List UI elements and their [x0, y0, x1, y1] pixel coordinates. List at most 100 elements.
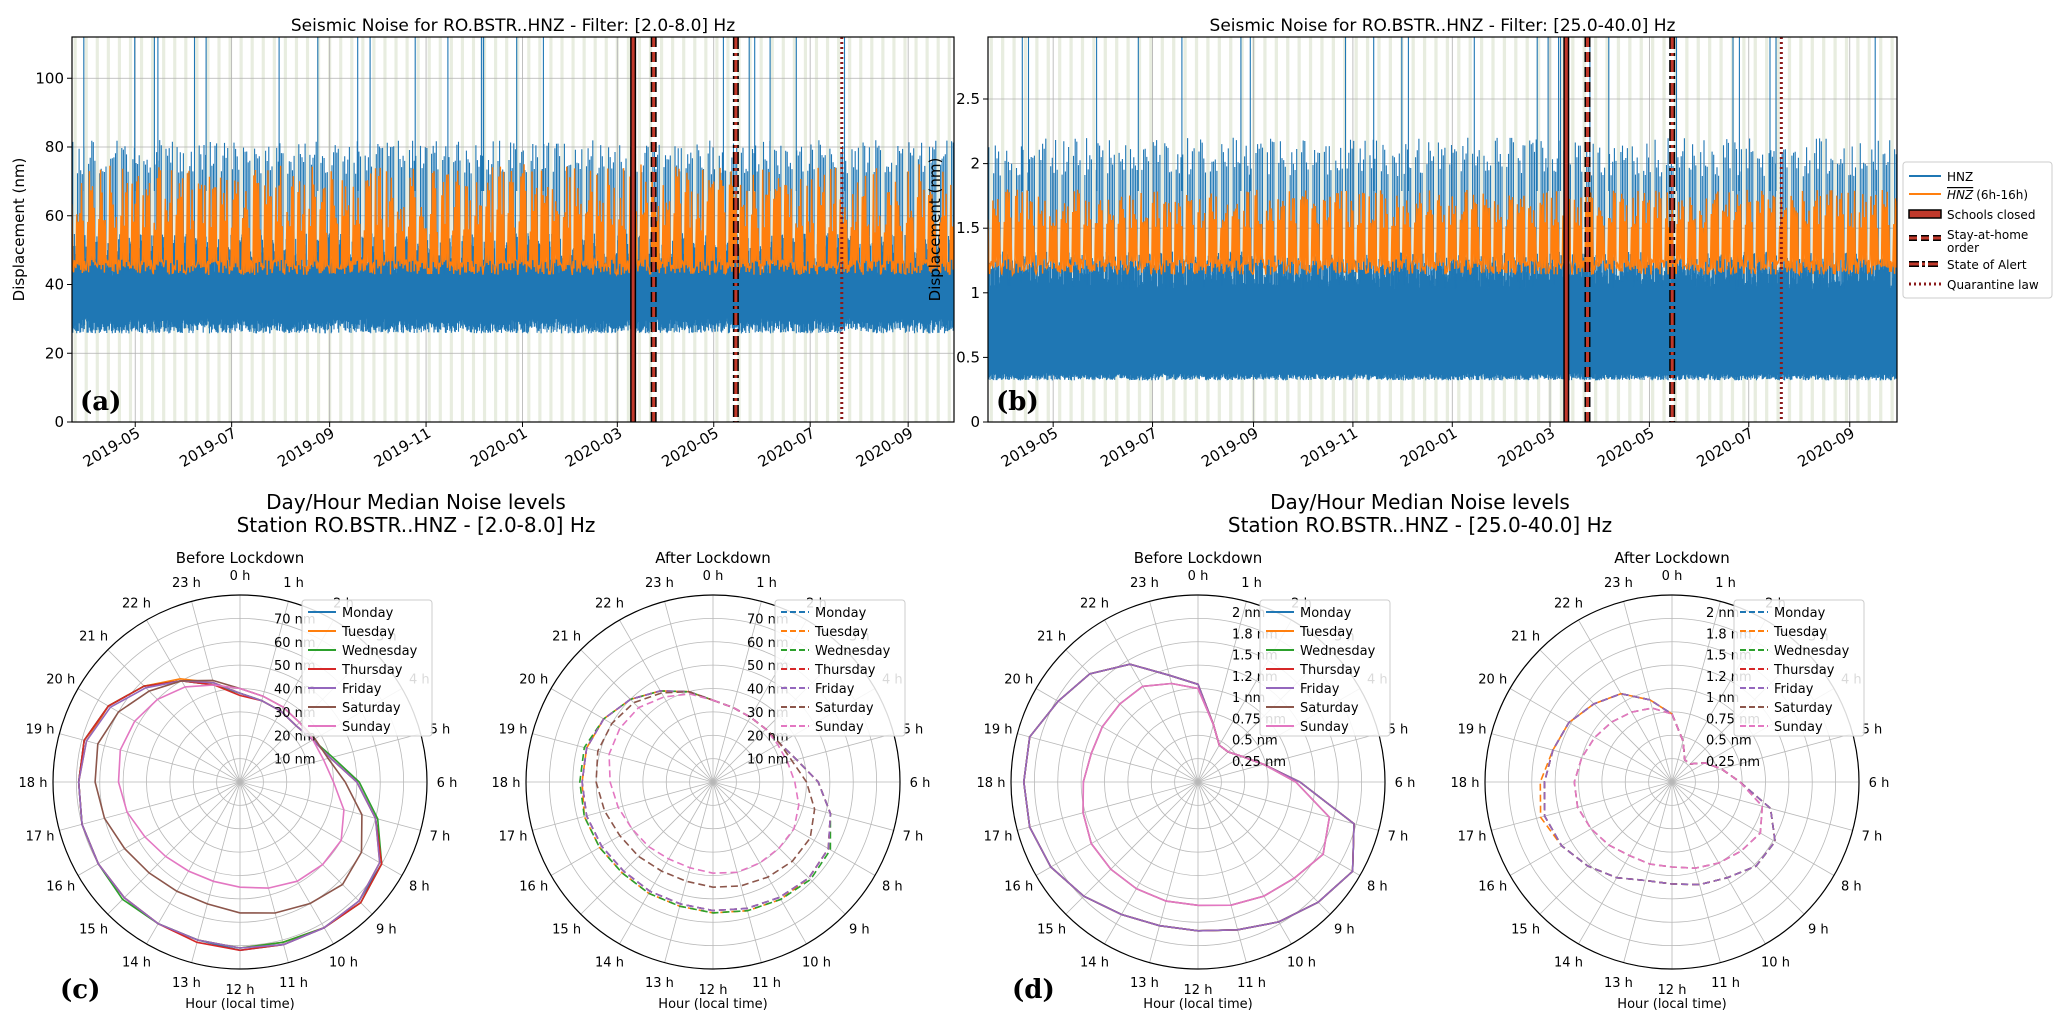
weekend-band — [1046, 37, 1050, 422]
weekend-band — [1365, 37, 1370, 422]
series-group — [72, 37, 954, 334]
weekend-band — [1286, 37, 1290, 422]
legend-label: Wednesday — [815, 644, 891, 659]
weekend-band — [383, 37, 387, 422]
x-tick-label: 2020-01 — [1397, 424, 1460, 471]
legend-label: HNZ — [1947, 170, 1973, 184]
weekend-band — [1776, 37, 1780, 422]
polar-spoke — [1671, 781, 1853, 831]
polar-spoke — [239, 781, 421, 831]
x-tick-label: 2019-11 — [1298, 424, 1361, 471]
radial-tick-label: 0.25 nm — [1232, 755, 1286, 770]
y-tick-label: 2.5 — [956, 90, 980, 108]
hour-label: 0 h — [1662, 569, 1683, 584]
polar-spoke — [1197, 781, 1361, 876]
weekend-band — [339, 37, 343, 422]
hour-label: 17 h — [499, 830, 528, 845]
polar-spoke — [532, 733, 714, 783]
hour-label: 17 h — [1458, 830, 1487, 845]
weekend-band — [1137, 37, 1142, 422]
polar-plot-d-1: 0 h1 h2 h3 h4 h5 h6 h7 h8 h9 h10 h11 h12… — [1451, 549, 1890, 998]
weekend-band — [892, 37, 896, 422]
weekend-band — [206, 37, 210, 422]
polar-spoke — [1671, 781, 1835, 876]
y-tick-label: 2 — [970, 155, 980, 173]
weekend-band — [881, 37, 885, 422]
weekend-band — [1651, 37, 1655, 422]
hour-label: 21 h — [79, 630, 108, 645]
weekend-band — [283, 37, 287, 422]
polar-spoke — [1197, 781, 1247, 963]
weekend-band — [95, 37, 99, 422]
polar-spoke — [1197, 733, 1379, 783]
y-tick-label: 1.5 — [956, 219, 980, 237]
weekend-band — [162, 37, 166, 422]
weekend-band — [1240, 37, 1244, 422]
polar-spoke — [1197, 781, 1331, 915]
weekend-band — [693, 37, 697, 422]
hour-label: 13 h — [172, 976, 201, 991]
weekend-band — [1844, 37, 1849, 422]
polar-spoke — [1149, 781, 1199, 963]
legend-label: Monday — [815, 606, 867, 621]
hour-label: 6 h — [1869, 776, 1890, 791]
weekend-band — [350, 37, 354, 422]
hour-label: 15 h — [552, 922, 581, 937]
weekend-band — [1491, 37, 1495, 422]
weekend-band — [173, 37, 177, 422]
legend-label: Friday — [342, 682, 382, 697]
polar-frame — [52, 594, 428, 970]
weekend-band — [660, 37, 664, 422]
hour-label: 13 h — [1604, 976, 1633, 991]
hour-label: 0 h — [1188, 569, 1209, 584]
weekend-band — [1867, 37, 1871, 422]
legend-swatch-schools — [1908, 209, 1942, 219]
weekend-band — [1297, 37, 1301, 422]
weekend-band — [1571, 37, 1575, 422]
weekend-band — [1229, 37, 1233, 422]
weekend-band — [1708, 37, 1712, 422]
weekend-band — [770, 37, 774, 422]
hour-label: 1 h — [1715, 576, 1736, 591]
hour-label: 19 h — [26, 722, 55, 737]
polar-spoke — [712, 733, 894, 783]
polar-spoke — [712, 601, 762, 783]
y-tick-label: 40 — [45, 276, 64, 294]
hour-label: 5 h — [903, 722, 924, 737]
weekend-band — [361, 37, 365, 422]
weekend-band — [626, 37, 630, 422]
weekend-band — [1765, 37, 1769, 422]
polar-spoke — [59, 781, 241, 831]
legend-frame — [1902, 161, 2053, 299]
radial-tick-label: 2 nm — [1232, 606, 1265, 621]
chart-title: Seismic Noise for RO.BSTR..HNZ - Filter:… — [1210, 16, 1676, 36]
legend-label: Thursday — [341, 663, 403, 678]
polar-spoke — [550, 688, 714, 783]
legend-label: Sunday — [1774, 720, 1823, 735]
weekend-band — [1308, 37, 1313, 422]
weekend-band — [1331, 37, 1335, 422]
weekend-band — [1400, 37, 1404, 422]
polar-spoke — [1104, 781, 1199, 945]
weekend-band — [1263, 37, 1267, 422]
legend-label: Wednesday — [1774, 644, 1850, 659]
polar-spoke — [1197, 601, 1247, 783]
weekend-band — [989, 37, 993, 422]
x-tick-label: 2019-09 — [274, 424, 337, 471]
timeseries-panel-b: 0 0.5 1 1.5 2 2.5 2019-05 2019-07 2019-09 2019-11… — [926, 16, 1898, 471]
hour-label: 12 h — [1184, 983, 1213, 998]
legend-label: State of Alert — [1947, 258, 2027, 272]
hour-label: 5 h — [1388, 722, 1409, 737]
weekend-band — [1742, 37, 1746, 422]
weekend-band — [704, 37, 708, 422]
weekend-band — [825, 37, 830, 422]
radial-tick-label: 10 nm — [747, 753, 789, 768]
hour-label: 17 h — [26, 830, 55, 845]
polar-legend-frame — [301, 599, 433, 737]
polar-spoke — [1578, 781, 1673, 945]
polar-frame — [1484, 594, 1860, 970]
weekend-band — [460, 37, 464, 422]
panel-label: (b) — [996, 387, 1039, 417]
weekend-band — [1023, 37, 1028, 422]
